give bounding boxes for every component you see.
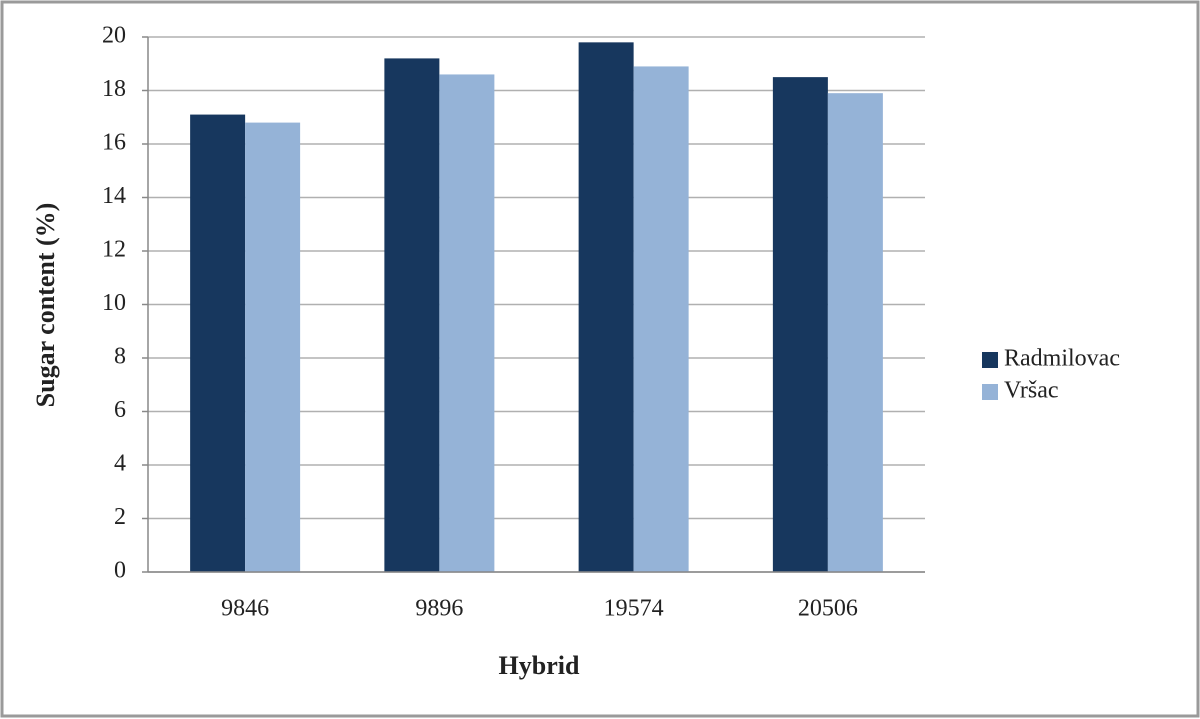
y-tick-label: 0 — [114, 558, 126, 584]
y-tick-label: 16 — [102, 130, 126, 156]
legend-label: Vršac — [1004, 378, 1059, 404]
y-axis-label: Sugar content (%) — [31, 203, 60, 408]
y-tick-label: 12 — [102, 237, 126, 263]
legend-swatch — [982, 384, 998, 400]
x-tick-label: 20506 — [798, 596, 858, 622]
y-tick-label: 4 — [114, 451, 126, 477]
x-axis-label: Hybrid — [499, 651, 580, 680]
x-tick-label: 19574 — [604, 596, 664, 622]
bar — [245, 122, 301, 572]
y-tick-label: 10 — [102, 290, 126, 316]
bar — [439, 74, 495, 572]
bar — [384, 58, 440, 572]
y-tick-label: 2 — [114, 504, 126, 530]
x-tick-label: 9896 — [415, 596, 463, 622]
bar — [633, 66, 689, 573]
y-tick-label: 20 — [102, 23, 126, 49]
legend-label: Radmilovac — [1004, 346, 1120, 372]
bar — [772, 77, 828, 572]
legend-swatch — [982, 352, 998, 368]
y-tick-label: 6 — [114, 397, 126, 423]
y-tick-label: 14 — [102, 183, 126, 209]
bar — [190, 114, 246, 572]
x-tick-label: 9846 — [221, 596, 269, 622]
bar — [578, 42, 634, 573]
bar — [827, 93, 883, 573]
y-tick-label: 18 — [102, 76, 126, 102]
y-tick-label: 8 — [114, 344, 126, 370]
